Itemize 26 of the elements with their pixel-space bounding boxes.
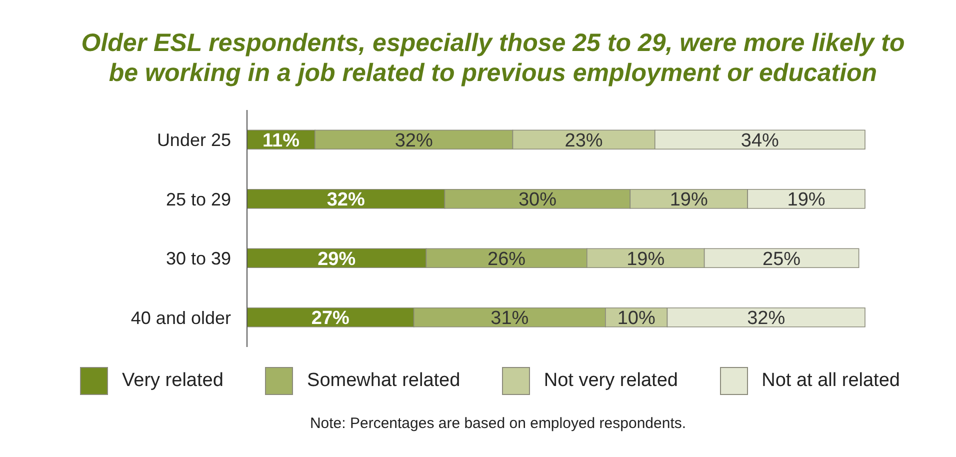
- data-label: 19%: [626, 248, 665, 270]
- y-tick-label: 25 to 29: [166, 189, 231, 210]
- data-label: 32%: [394, 130, 433, 152]
- y-tick-label: 30 to 39: [166, 248, 231, 269]
- y-tick-label: Under 25: [156, 130, 231, 150]
- data-label: 34%: [740, 130, 780, 152]
- text: Note: Percentages are based on employed respondents.: [308, 415, 688, 432]
- data-label: 32%: [747, 308, 786, 330]
- data-label: 32%: [326, 190, 365, 211]
- legend-label: Somewhat related: [307, 370, 460, 392]
- data-label: 25%: [762, 248, 801, 270]
- data-label: 19%: [787, 190, 826, 211]
- data-label: 26%: [488, 248, 526, 270]
- y-tick-label: 40 and older: [130, 308, 231, 328]
- data-label: 19%: [670, 190, 708, 211]
- data-label: 30%: [518, 190, 557, 211]
- chart-title: Older ESL respondents, especially those 25 to 29, were more likely to be working in a job related to previous employment or education: [80, 28, 906, 88]
- data-label: 27%: [311, 308, 350, 330]
- data-label: 10%: [617, 308, 656, 330]
- data-label: 23%: [564, 130, 603, 152]
- legend-label: Not at all related: [762, 370, 900, 392]
- data-label: 29%: [318, 248, 356, 270]
- legend-label: Very related: [122, 370, 224, 392]
- legend-label: Not very related: [544, 370, 678, 392]
- data-label: 11%: [262, 130, 300, 152]
- data-label: 31%: [490, 308, 529, 330]
